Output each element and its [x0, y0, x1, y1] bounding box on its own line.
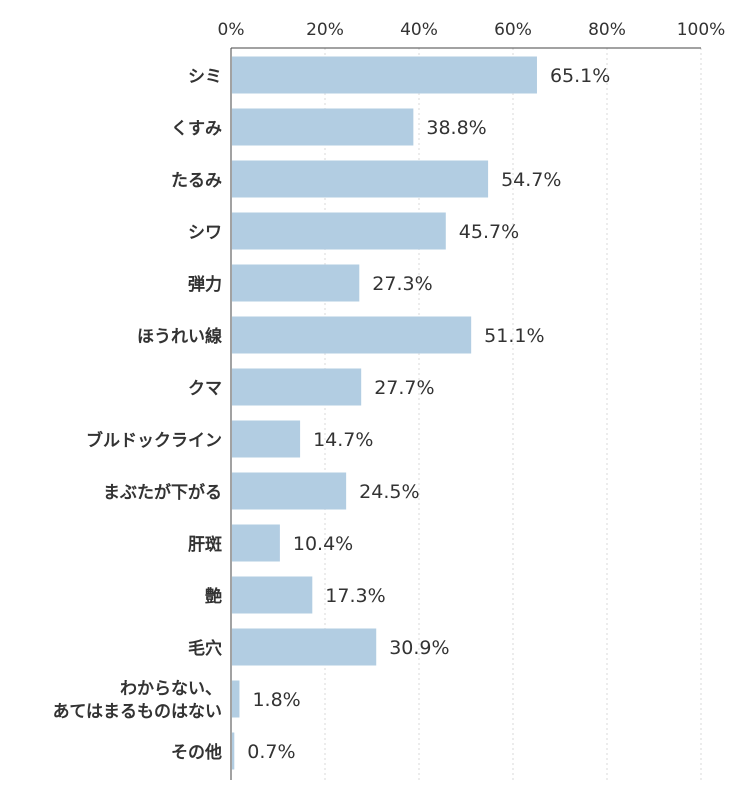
x-tick-label: 100%: [677, 20, 726, 40]
category-label-line: たるみ: [171, 171, 222, 191]
bar: [232, 368, 362, 406]
x-tick-label: 0%: [218, 20, 245, 40]
data-label: 24.5%: [359, 481, 419, 503]
x-tick-label: 80%: [588, 20, 626, 40]
category-label-line: 毛穴: [188, 638, 222, 659]
category-label-line: クマ: [188, 379, 222, 399]
category-label: ほうれい線: [137, 326, 222, 347]
category-label: 艶: [205, 586, 222, 607]
bar: [232, 472, 347, 510]
data-label: 45.7%: [459, 221, 519, 243]
category-label-line: シミ: [188, 67, 222, 87]
category-label: シワ: [188, 223, 222, 243]
category-label: くすみ: [171, 119, 222, 139]
x-tick-label: 60%: [494, 20, 532, 40]
category-label-line: シワ: [188, 223, 222, 243]
category-label-line: あてはまるものはない: [53, 702, 222, 722]
category-label: たるみ: [171, 171, 222, 191]
category-label-line: 艶: [205, 586, 222, 607]
x-tick-label: 20%: [306, 20, 344, 40]
data-label: 0.7%: [247, 741, 295, 763]
data-label: 17.3%: [325, 585, 385, 607]
category-label: その他: [171, 742, 222, 763]
data-label: 65.1%: [550, 65, 610, 87]
category-label: 毛穴: [188, 638, 222, 659]
category-label-line: わからない、: [120, 679, 222, 699]
data-label: 38.8%: [426, 117, 486, 139]
category-label-line: その他: [171, 742, 222, 763]
category-label: シミ: [188, 67, 222, 87]
data-label: 54.7%: [501, 169, 561, 191]
bar: [232, 56, 537, 94]
bar: [232, 160, 489, 198]
bar: [232, 212, 446, 250]
data-label: 14.7%: [313, 429, 373, 451]
data-label: 30.9%: [389, 637, 449, 659]
data-label: 1.8%: [252, 689, 300, 711]
bar: [232, 316, 472, 354]
data-label: 27.7%: [374, 377, 434, 399]
bar: [232, 628, 377, 666]
bar: [232, 108, 414, 146]
data-label: 10.4%: [293, 533, 353, 555]
category-label-line: ブルドックライン: [86, 430, 222, 451]
bar: [232, 576, 313, 614]
category-label-line: 肝斑: [188, 535, 222, 555]
category-label: 弾力: [188, 274, 222, 295]
category-label: わからない、あてはまるものはない: [53, 679, 222, 722]
data-label: 51.1%: [484, 325, 544, 347]
category-label: クマ: [188, 379, 222, 399]
category-label-line: まぶたが下がる: [103, 482, 222, 503]
category-label-line: 弾力: [188, 274, 222, 295]
category-label: ブルドックライン: [86, 430, 222, 451]
bar: [232, 732, 235, 770]
bar: [232, 264, 360, 302]
category-label-line: くすみ: [171, 119, 222, 139]
bar: [232, 524, 280, 562]
category-label: 肝斑: [188, 535, 222, 555]
category-label-line: ほうれい線: [137, 326, 222, 347]
x-tick-label: 40%: [400, 20, 438, 40]
category-label: まぶたが下がる: [103, 482, 222, 503]
bar: [232, 420, 301, 458]
bar: [232, 680, 240, 718]
data-label: 27.3%: [372, 273, 432, 295]
